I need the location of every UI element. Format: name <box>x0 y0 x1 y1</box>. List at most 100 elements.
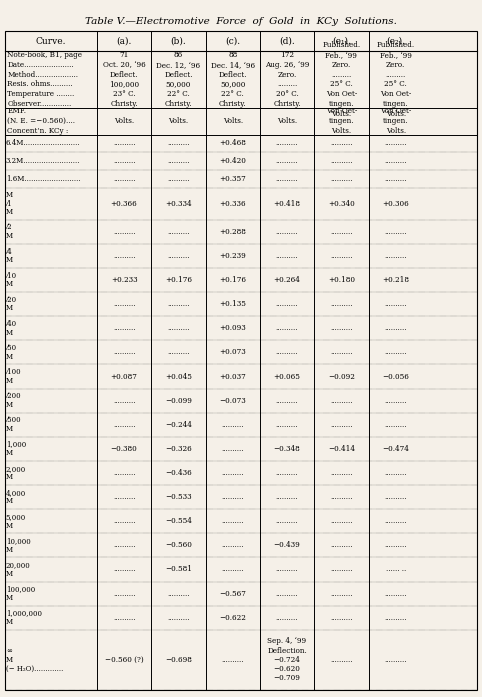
Text: +0.065: +0.065 <box>274 372 300 381</box>
Text: ..........: .......... <box>330 348 353 356</box>
Text: ..........: .......... <box>385 469 407 477</box>
Text: ..........: .......... <box>330 139 353 147</box>
Text: +0.340: +0.340 <box>328 199 355 208</box>
Text: −0.326: −0.326 <box>165 445 192 453</box>
Text: ..........: .......... <box>222 421 244 429</box>
Text: +0.468: +0.468 <box>219 139 246 147</box>
Text: −0.414: −0.414 <box>328 445 355 453</box>
Text: −0.380: −0.380 <box>111 445 137 453</box>
Text: −0.056: −0.056 <box>382 372 409 381</box>
Text: ..........: .......... <box>330 469 353 477</box>
Text: ..........: .......... <box>276 139 298 147</box>
Text: ..........: .......... <box>113 139 135 147</box>
Text: +0.093: +0.093 <box>219 324 246 332</box>
Text: ..........: .......... <box>113 469 135 477</box>
Text: Volts.: Volts. <box>223 117 243 125</box>
Text: ..........: .......... <box>330 590 353 597</box>
Text: ..........: .......... <box>167 157 189 165</box>
Text: ..........: .......... <box>385 252 407 260</box>
Text: Curve.: Curve. <box>36 37 66 45</box>
Text: ..........: .......... <box>222 542 244 549</box>
Text: +0.087: +0.087 <box>111 372 137 381</box>
Text: +0.264: +0.264 <box>274 276 300 284</box>
Text: −0.698: −0.698 <box>165 656 192 664</box>
Text: ..........: .......... <box>330 252 353 260</box>
Text: (e₂).: (e₂). <box>386 37 405 45</box>
Text: (a).: (a). <box>117 37 132 45</box>
Text: ..........: .......... <box>113 590 135 597</box>
Text: M
⁄1
M: M ⁄1 M <box>6 191 13 216</box>
Text: +0.334: +0.334 <box>165 199 192 208</box>
Text: ..........: .......... <box>276 228 298 236</box>
Text: ..........: .......... <box>167 590 189 597</box>
Text: ..........: .......... <box>276 300 298 308</box>
Text: ..........: .......... <box>167 613 189 622</box>
Text: ..........: .......... <box>385 175 407 183</box>
Text: ...... ..: ...... .. <box>386 565 406 574</box>
Text: −0.622: −0.622 <box>219 613 246 622</box>
Text: 1,000,000
M: 1,000,000 M <box>6 609 42 626</box>
Text: ..........: .......... <box>330 175 353 183</box>
Text: ..........: .......... <box>330 324 353 332</box>
Text: ..........: .......... <box>385 613 407 622</box>
Text: 88
Dec. 14, ‘96
Deflect.
50,000
22° C.
Christy.: 88 Dec. 14, ‘96 Deflect. 50,000 22° C. C… <box>211 51 255 108</box>
Text: ..........: .......... <box>222 469 244 477</box>
Text: ..........: .......... <box>167 228 189 236</box>
Text: ..........: .......... <box>276 421 298 429</box>
Text: ..........: .......... <box>276 517 298 526</box>
Text: ..........: .......... <box>167 175 189 183</box>
Text: −0.099: −0.099 <box>165 397 192 405</box>
Text: ..........: .......... <box>385 590 407 597</box>
Text: ..........: .......... <box>276 469 298 477</box>
Text: Published.
Feb., ‘99
Zero.
.........
25° C.
Von Oet-
tingen.
Volts.: Published. Feb., ‘99 Zero. ......... 25°… <box>322 41 361 118</box>
Text: ..........: .......... <box>385 517 407 526</box>
Text: ..........: .......... <box>113 324 135 332</box>
Text: ..........: .......... <box>276 157 298 165</box>
Text: −0.436: −0.436 <box>165 469 192 477</box>
Text: ⁄4
M: ⁄4 M <box>6 247 13 264</box>
Text: ..........: .......... <box>385 493 407 501</box>
Text: +0.045: +0.045 <box>165 372 192 381</box>
Text: −0.092: −0.092 <box>328 372 355 381</box>
Text: ..........: .......... <box>113 348 135 356</box>
Text: ..........: .......... <box>330 565 353 574</box>
Text: ..........: .......... <box>113 565 135 574</box>
Text: ⁄50
M: ⁄50 M <box>6 344 16 360</box>
Text: ..........: .......... <box>330 656 353 664</box>
Text: +0.288: +0.288 <box>219 228 246 236</box>
Text: ..........: .......... <box>113 613 135 622</box>
Text: −0.244: −0.244 <box>165 421 192 429</box>
Text: +0.176: +0.176 <box>165 276 192 284</box>
Text: ..........: .......... <box>222 517 244 526</box>
Text: 100,000
M: 100,000 M <box>6 585 35 602</box>
Text: Volts.: Volts. <box>168 117 188 125</box>
Text: ..........: .......... <box>276 590 298 597</box>
Text: −0.567: −0.567 <box>219 590 246 597</box>
Text: ..........: .......... <box>222 656 244 664</box>
Text: ..........: .......... <box>385 139 407 147</box>
Text: ..........: .......... <box>222 565 244 574</box>
Text: ⁄100
M: ⁄100 M <box>6 368 20 385</box>
Text: ..........: .......... <box>385 348 407 356</box>
Text: −0.348: −0.348 <box>274 445 300 453</box>
Text: ..........: .......... <box>330 157 353 165</box>
Text: ..........: .......... <box>167 324 189 332</box>
Text: ..........: .......... <box>276 348 298 356</box>
Text: ⁄500
M: ⁄500 M <box>6 416 20 433</box>
Text: −0.073: −0.073 <box>219 397 246 405</box>
Text: EMF.
(N. E. =−0.560)....
Concent’n. KCy :: EMF. (N. E. =−0.560).... Concent’n. KCy … <box>7 107 75 135</box>
Text: ..........: .......... <box>113 300 135 308</box>
Text: +0.180: +0.180 <box>328 276 355 284</box>
Text: +0.336: +0.336 <box>219 199 246 208</box>
Text: ..........: .......... <box>113 421 135 429</box>
Text: ..........: .......... <box>276 493 298 501</box>
Text: ..........: .......... <box>222 493 244 501</box>
Text: ..........: .......... <box>276 397 298 405</box>
Text: −0.439: −0.439 <box>274 542 300 549</box>
Text: 5,000
M: 5,000 M <box>6 513 26 530</box>
Text: ..........: .......... <box>385 300 407 308</box>
Text: ..........: .......... <box>385 228 407 236</box>
Text: ..........: .......... <box>385 542 407 549</box>
Text: ..........: .......... <box>385 656 407 664</box>
Text: −0.533: −0.533 <box>165 493 192 501</box>
